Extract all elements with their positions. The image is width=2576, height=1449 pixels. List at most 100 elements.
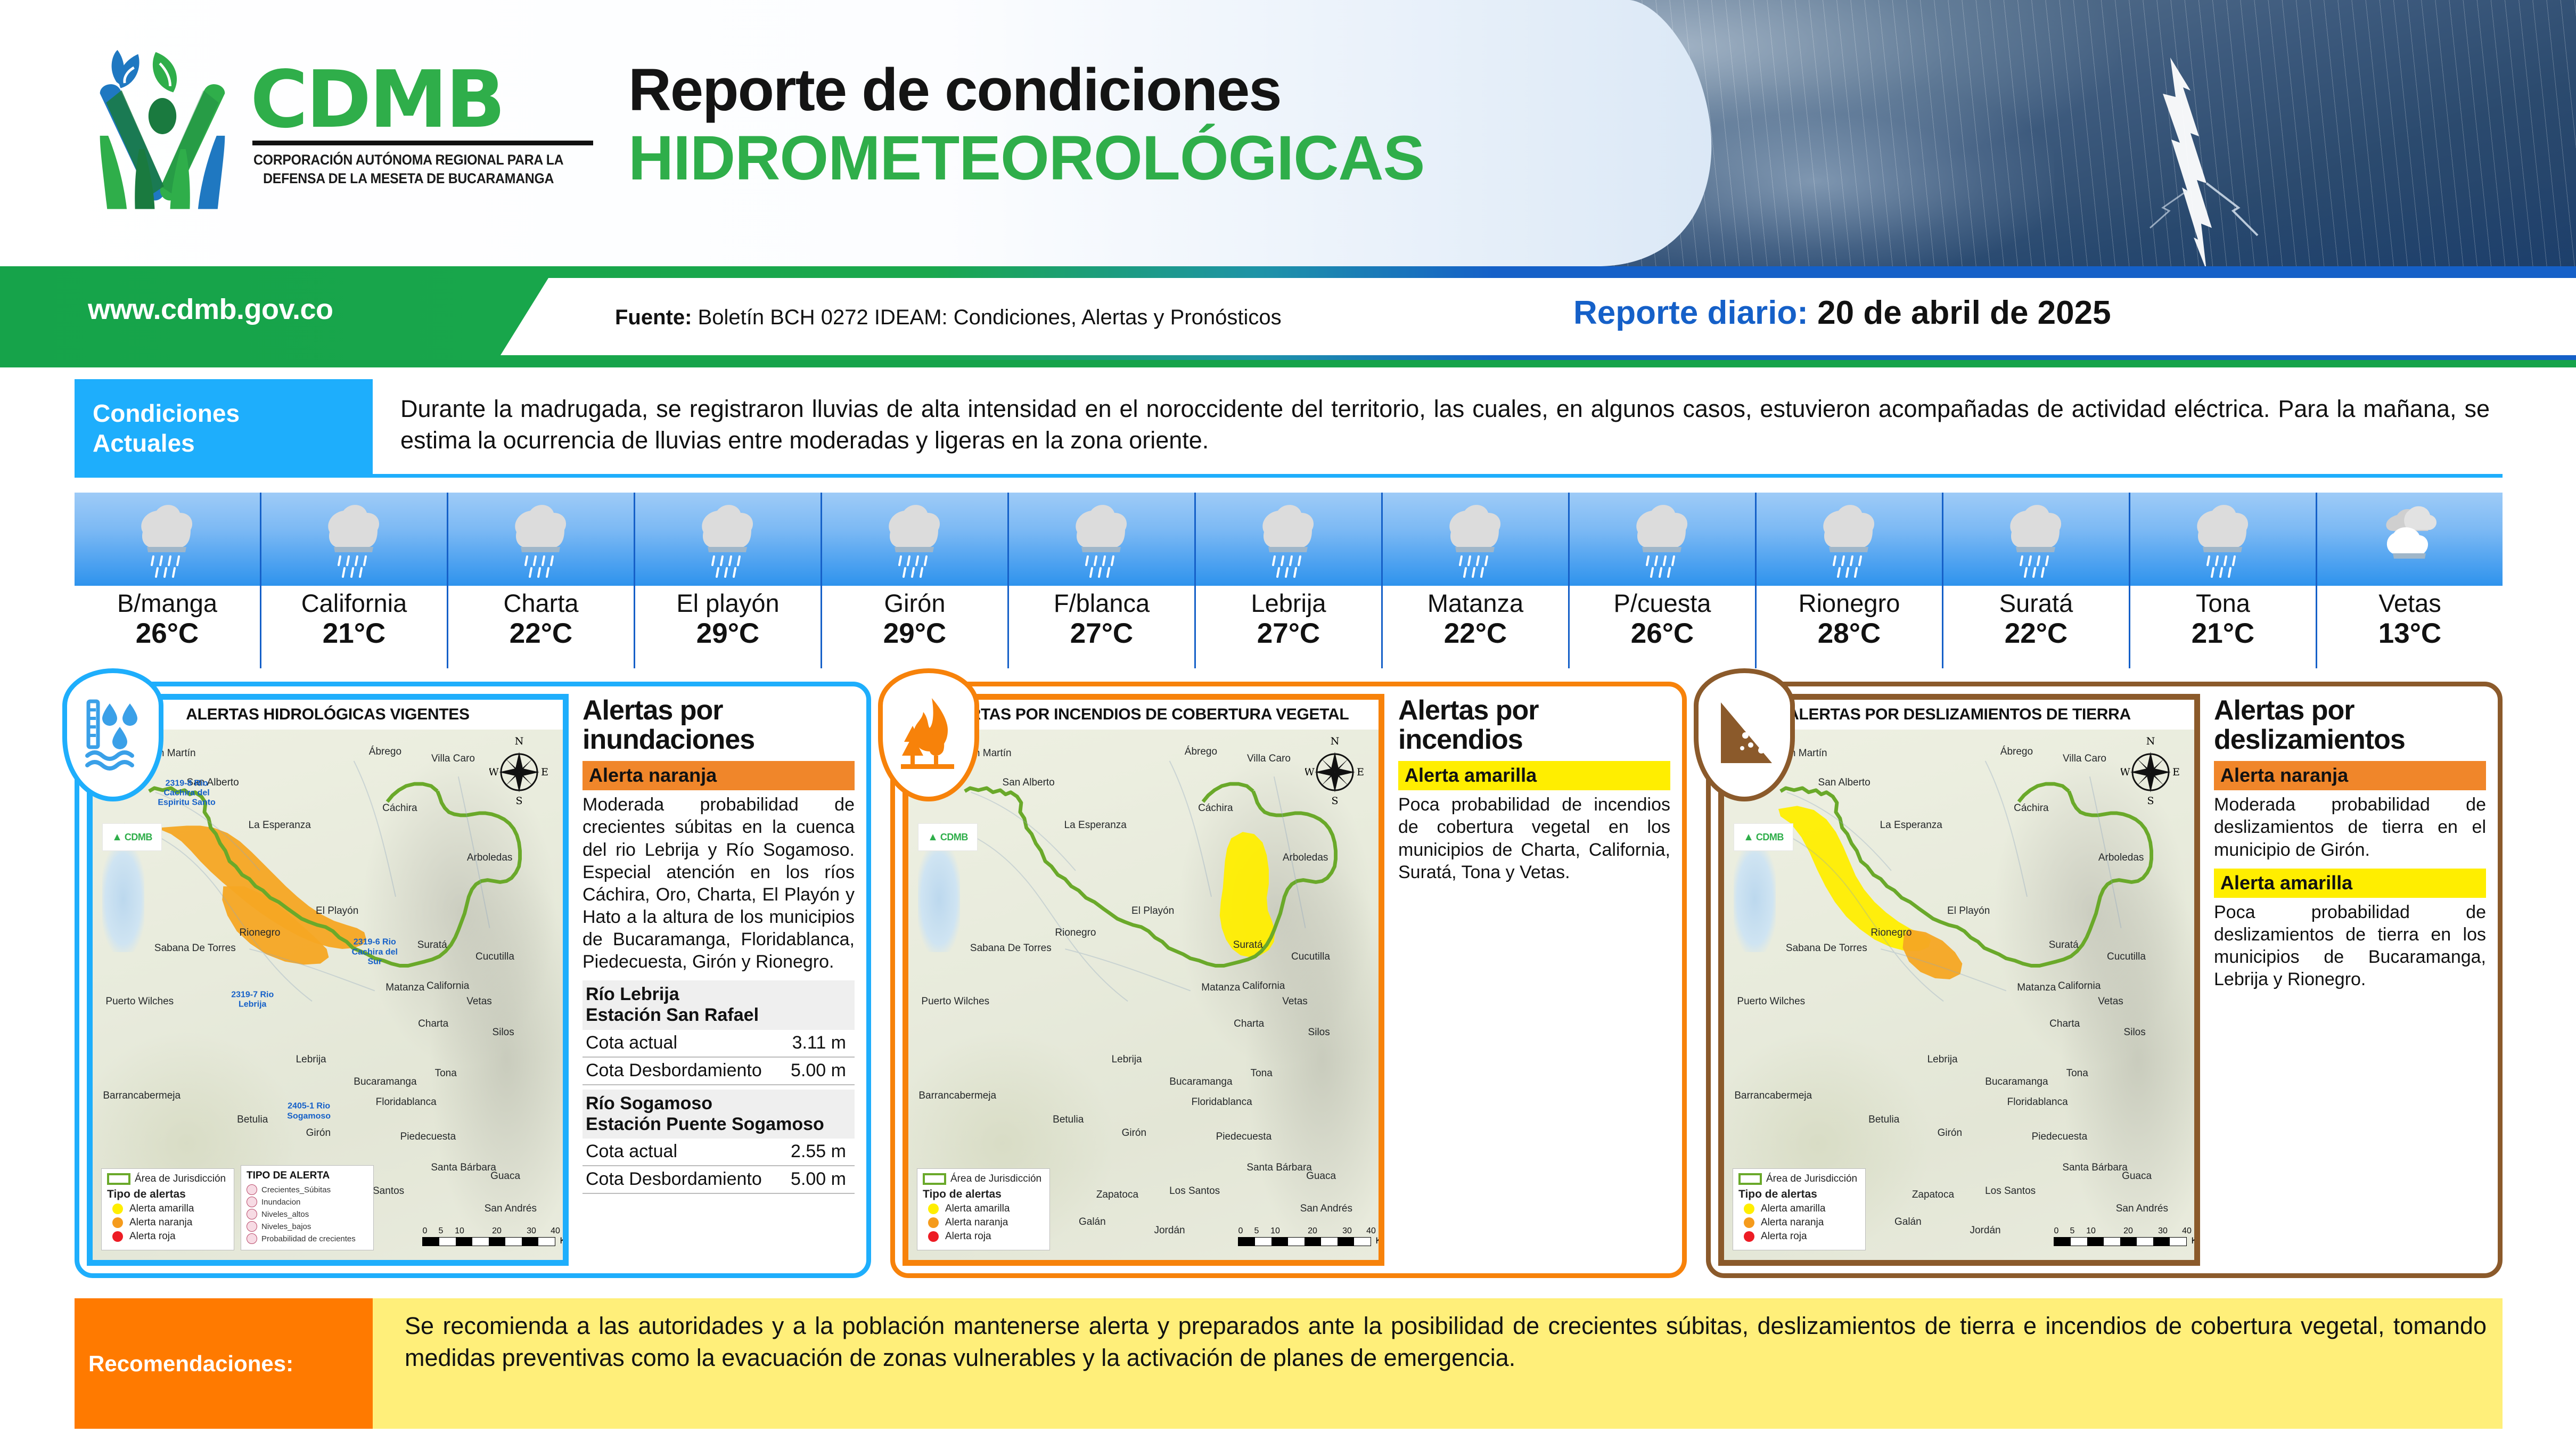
municipality-name: Matanza	[1427, 589, 1524, 617]
river-measure-value: 5.00 m	[791, 1169, 846, 1190]
municipality-temperature: 29°C	[696, 618, 760, 650]
map-water-body	[102, 846, 145, 953]
station-name: Estación Puente Sogamoso	[586, 1114, 824, 1134]
map-canvas[interactable]: San Martín San Alberto Ábrego Villa Caro Các…	[908, 730, 1379, 1260]
river-measure-label: Cota Desbordamiento	[586, 1060, 762, 1080]
alert-description: Poca probabilidad de incendios de cobert…	[1398, 795, 1670, 882]
map-jurisdiction-boundary	[1779, 782, 2153, 968]
alert-description: Poca probabilidad de deslizamientos de t…	[2214, 902, 2486, 990]
alert-description: Moderada probabilidad de deslizamientos …	[2214, 795, 2486, 860]
temperature-cell: Girón 29°C	[822, 493, 1009, 668]
scale-tick: 10	[455, 1226, 464, 1235]
header: CDMB CORPORACIÓN AUTÓNOMA REGIONAL PARA …	[0, 0, 2576, 266]
municipality-temperature: 21°C	[322, 618, 386, 650]
alert-type-symbol-icon	[247, 1197, 257, 1207]
rain-cloud-icon	[1076, 505, 1127, 578]
scale-unit: Km	[2191, 1235, 2197, 1246]
municipality-name: Lebrija	[1251, 589, 1326, 617]
map-cdmb-mark-icon: ▲	[928, 831, 938, 843]
legend-label: Alerta naranja	[1761, 1217, 1824, 1228]
weather-icon-background	[1757, 493, 1942, 586]
svg-text:W: W	[489, 766, 499, 778]
svg-text:S: S	[515, 795, 522, 806]
recommendations-text: Se recomienda a las autoridades y a la p…	[373, 1298, 2503, 1429]
scale-tick: 30	[1342, 1226, 1352, 1235]
weather-icon-background	[822, 493, 1007, 586]
panel-title-line1: Alertas por	[1398, 695, 1539, 726]
alert-type-legend-row: Niveles_altos	[247, 1209, 369, 1219]
scale-blocks-icon	[2054, 1237, 2187, 1246]
recommendations-section: Recomendaciones: Se recomienda a las aut…	[75, 1298, 2503, 1429]
compass-rose-icon: N S W E	[489, 736, 548, 806]
recommendations-tab: Recomendaciones:	[75, 1298, 415, 1429]
municipality-name: F/blanca	[1053, 589, 1150, 617]
municipality-temperature: 21°C	[2191, 618, 2255, 650]
weather-icon-slot	[322, 501, 386, 584]
weather-icon-background	[261, 493, 447, 586]
weather-icon-slot	[883, 501, 947, 584]
river-measure-label: Cota actual	[586, 1032, 677, 1053]
municipality-name: Vetas	[2378, 589, 2441, 617]
map-cdmb-label: CDMB	[124, 831, 153, 842]
alert-level-badge: Alerta amarilla	[1398, 761, 1670, 791]
map-scale-bar: 0 5 10 20 30 40 Km	[2054, 1226, 2194, 1246]
map-canvas[interactable]: San Martín San Alberto Ábrego Villa Caro Các…	[93, 730, 563, 1260]
legend-jurisdiction-row: Área de Jurisdicción	[107, 1173, 228, 1185]
scale-tick-labels: 0 5 10 20 30 40	[2054, 1226, 2192, 1237]
river-measure-label: Cota actual	[586, 1141, 677, 1162]
map-container-fires[interactable]: ALERTAS POR INCENDIOS DE COBERTURA VEGET…	[903, 694, 1384, 1266]
temperature-cell: California 21°C	[261, 493, 448, 668]
alert-panels: ALERTAS HIDROLÓGICAS VIGENTES San Martín…	[62, 668, 2503, 1278]
scale-tick: 30	[527, 1226, 536, 1235]
map-scale-bar: 0 5 10 20 30 40 Km	[422, 1226, 563, 1246]
svg-text:N: N	[1331, 736, 1340, 747]
rain-cloud-icon	[515, 505, 567, 578]
cdmb-logo-mark-icon	[100, 50, 225, 209]
legend-jurisdiction-row: Área de Jurisdicción	[923, 1173, 1044, 1185]
municipality-name: California	[301, 589, 407, 617]
alert-type-legend-label: Crecientes_Súbitas	[261, 1185, 331, 1194]
scale-tick: 20	[2123, 1226, 2133, 1235]
legend-jurisdiction-label: Área de Jurisdicción	[950, 1173, 1042, 1184]
station-name: Estación San Rafael	[586, 1005, 759, 1026]
panel-badge-landslides	[1694, 668, 1795, 801]
scale-tick: 0	[1238, 1226, 1243, 1235]
legend-jurisdiction-row: Área de Jurisdicción	[1738, 1173, 1860, 1185]
legend-color-dot-icon	[1744, 1231, 1754, 1242]
panel-text-column: Alertas por incendios Alerta amarilla Po…	[1384, 686, 1682, 1273]
map-legend: Área de Jurisdicción Tipo de alertas Ale…	[917, 1168, 1050, 1250]
info-bar: www.cdmb.gov.co Fuente: Boletín BCH 0272…	[0, 266, 2576, 367]
scale-tick: 20	[492, 1226, 502, 1235]
legend-color-dot-icon	[1744, 1204, 1754, 1214]
temperature-cell: Lebrija 27°C	[1196, 493, 1383, 668]
scale-tick: 5	[1254, 1226, 1259, 1235]
scale-unit: Km	[1375, 1235, 1382, 1246]
municipality-name: Rionegro	[1798, 589, 1900, 617]
weather-icon-background	[1196, 493, 1381, 586]
weather-icon-background	[2130, 493, 2316, 586]
legend-row: Alerta naranja	[112, 1217, 228, 1229]
weather-icon-slot	[1630, 501, 1694, 584]
svg-text:S: S	[1331, 795, 1338, 806]
temperature-cell: El playón 29°C	[635, 493, 822, 668]
map-container-floods[interactable]: ALERTAS HIDROLÓGICAS VIGENTES San Martín…	[87, 694, 569, 1266]
jurisdiction-swatch-icon	[107, 1173, 130, 1185]
legend-row: Alerta roja	[112, 1231, 228, 1242]
landslide-icon	[1721, 702, 1772, 763]
map-scale-bar: 0 5 10 20 30 40 Km	[1238, 1226, 1379, 1246]
legend-row: Alerta amarilla	[928, 1203, 1044, 1215]
scale-tick: 40	[1366, 1226, 1376, 1235]
temperature-cell: Vetas 13°C	[2317, 493, 2503, 668]
scale-tick: 10	[1270, 1226, 1280, 1235]
map-cdmb-mark-icon: ▲	[1743, 831, 1754, 843]
rain-cloud-icon	[1823, 505, 1875, 578]
map-cdmb-watermark: ▲ CDMB	[1734, 823, 1793, 851]
map-legend: Área de Jurisdicción Tipo de alertas Ale…	[1733, 1168, 1866, 1250]
current-conditions-tab-line2: Actuales	[93, 429, 195, 457]
panel-title: Alertas por inundaciones	[583, 695, 855, 755]
map-canvas[interactable]: San Martín San Alberto Ábrego Villa Caro Các…	[1724, 730, 2194, 1260]
alert-type-symbol-icon	[247, 1221, 257, 1232]
website-url[interactable]: www.cdmb.gov.co	[88, 293, 333, 325]
map-container-landslides[interactable]: ALERTAS POR DESLIZAMIENTOS DE TIERRA San…	[1718, 694, 2200, 1266]
